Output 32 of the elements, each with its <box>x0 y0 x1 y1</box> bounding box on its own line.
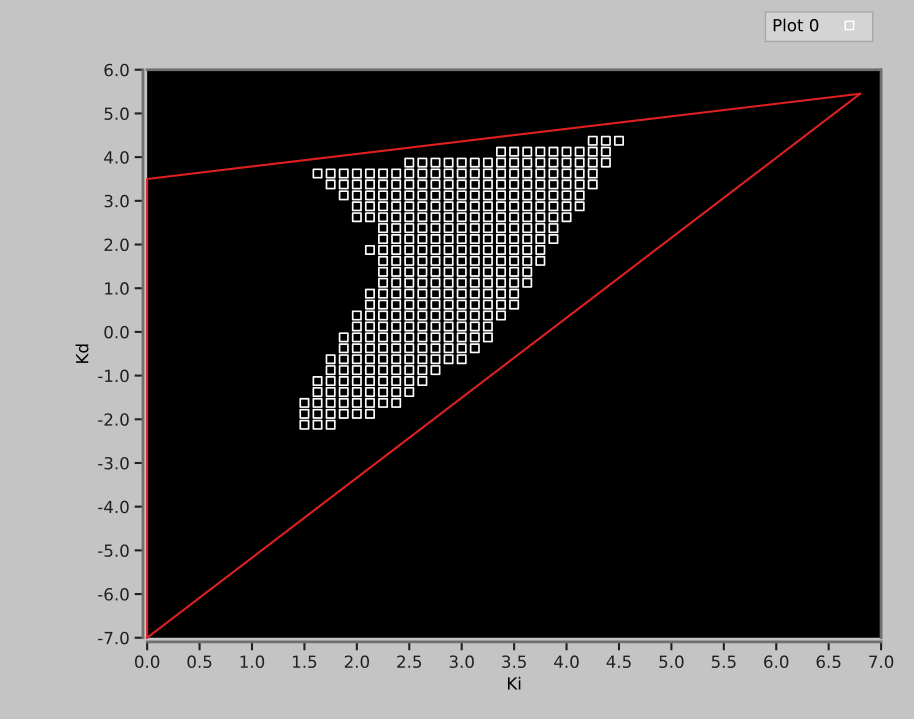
y-tick-label: -3.0 <box>98 456 129 470</box>
y-tick-label: 0.0 <box>104 326 129 338</box>
x-tick-label: 0.5 <box>187 655 212 668</box>
x-axis-title: Ki <box>508 676 520 690</box>
x-tick-label: 6.0 <box>764 655 788 668</box>
x-tick-label: 1.0 <box>240 655 264 668</box>
x-tick-label: 0.0 <box>135 655 160 668</box>
x-tick-label: 4.0 <box>554 655 579 668</box>
x-tick-label: 3.5 <box>502 655 526 668</box>
x-tick-label: 1.5 <box>293 656 316 668</box>
y-tick-label: 5.0 <box>104 107 129 120</box>
y-tick-label: -7.0 <box>98 632 129 644</box>
y-tick-label: -5.0 <box>98 544 129 557</box>
y-tick-label: 3.0 <box>104 194 129 208</box>
y-tick-label: -1.0 <box>98 370 129 382</box>
x-tick-label: 6.5 <box>816 655 840 668</box>
y-tick-label: 2.0 <box>104 238 129 252</box>
x-tick-label: 7.0 <box>869 655 894 668</box>
x-tick-label: 2.5 <box>397 655 422 668</box>
y-tick-label: -6.0 <box>98 588 129 601</box>
y-tick-label: 4.0 <box>104 151 129 164</box>
x-tick-label: 5.5 <box>712 656 736 668</box>
x-tick-label: 5.0 <box>659 655 684 668</box>
y-tick-label: 6.0 <box>104 64 129 76</box>
y-tick-label: -2.0 <box>98 413 129 426</box>
y-axis-title: Kd <box>76 344 88 363</box>
legend-label: Plot 0 <box>774 18 818 32</box>
y-tick-label: -4.0 <box>98 500 129 514</box>
y-tick-label: 1.0 <box>105 282 129 295</box>
x-tick-label: 4.5 <box>606 656 631 668</box>
x-tick-label: 2.0 <box>344 655 369 668</box>
x-tick-label: 3.0 <box>450 655 474 668</box>
